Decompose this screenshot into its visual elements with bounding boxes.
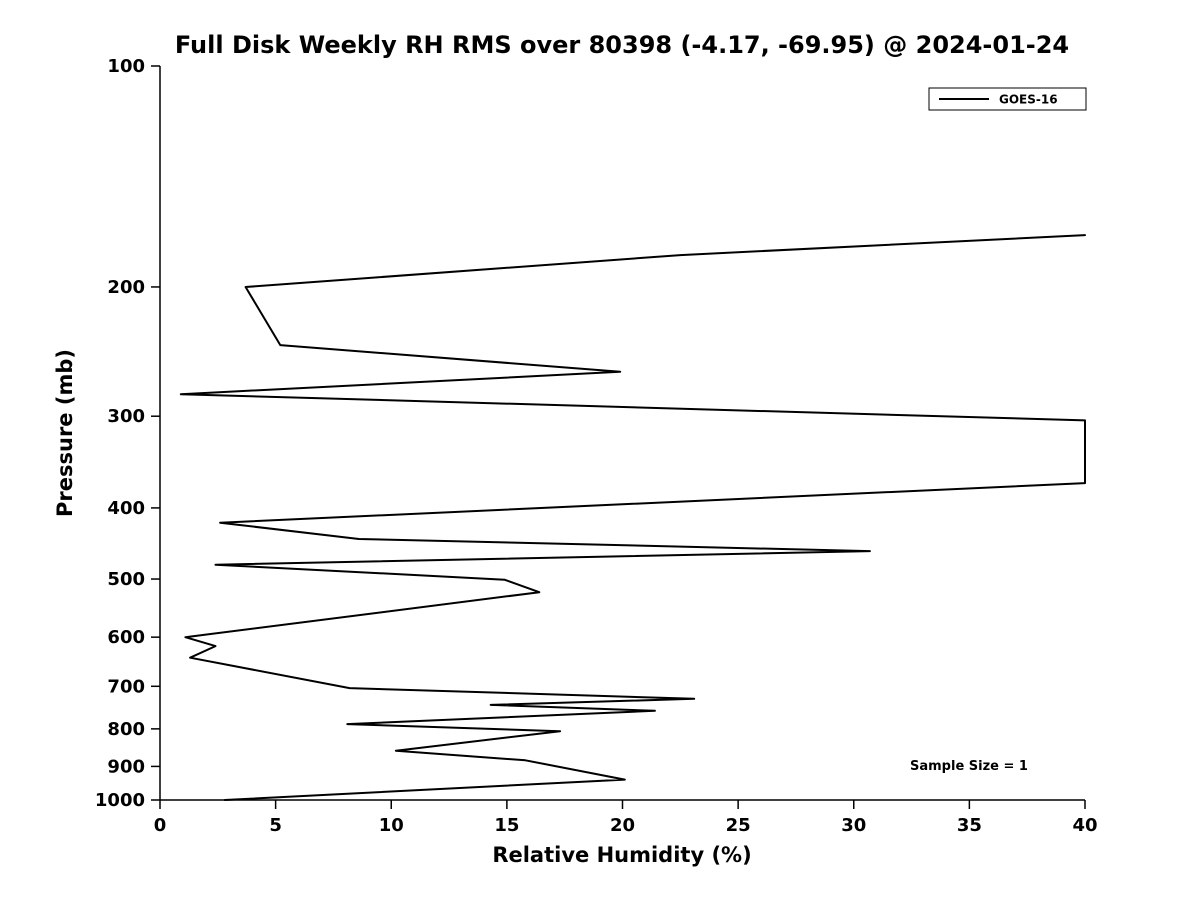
x-tick-label: 40 [1072, 815, 1097, 836]
y-tick-label: 400 [107, 498, 145, 519]
x-tick-label: 0 [154, 815, 167, 836]
x-tick-label: 5 [269, 815, 282, 836]
y-tick-label: 900 [107, 756, 145, 777]
x-tick-label: 20 [610, 815, 635, 836]
x-tick-label: 15 [494, 815, 519, 836]
legend: GOES-16 [928, 87, 1087, 111]
y-tick-label: 100 [107, 56, 145, 77]
chart-title: Full Disk Weekly RH RMS over 80398 (-4.1… [175, 31, 1069, 59]
y-tick-label: 500 [107, 569, 145, 590]
y-tick-label: 600 [107, 627, 145, 648]
tick-marks [151, 65, 1086, 809]
x-tick-label: 25 [726, 815, 751, 836]
y-tick-label: 300 [107, 406, 145, 427]
x-tick-label: 30 [841, 815, 866, 836]
y-tick-label: 700 [107, 676, 145, 697]
legend-entry-label: GOES-16 [999, 93, 1058, 107]
x-tick-label: 35 [957, 815, 982, 836]
sample-size-annotation: Sample Size = 1 [910, 759, 1028, 774]
tick-labels: 0 5 10 15 20 25 30 35 40 100 200 300 400 500 600 700 800… [95, 56, 1098, 836]
axes [159, 66, 1085, 801]
x-tick-label: 10 [379, 815, 404, 836]
data-series [179, 234, 1086, 801]
x-axis-label: Relative Humidity (%) [492, 843, 751, 867]
y-axis-label: Pressure (mb) [53, 349, 77, 517]
legend-box [928, 87, 1087, 111]
series-line-goes-16 [179, 234, 1086, 801]
y-tick-label: 1000 [95, 790, 145, 811]
y-tick-label: 200 [107, 277, 145, 298]
y-tick-label: 800 [107, 719, 145, 740]
